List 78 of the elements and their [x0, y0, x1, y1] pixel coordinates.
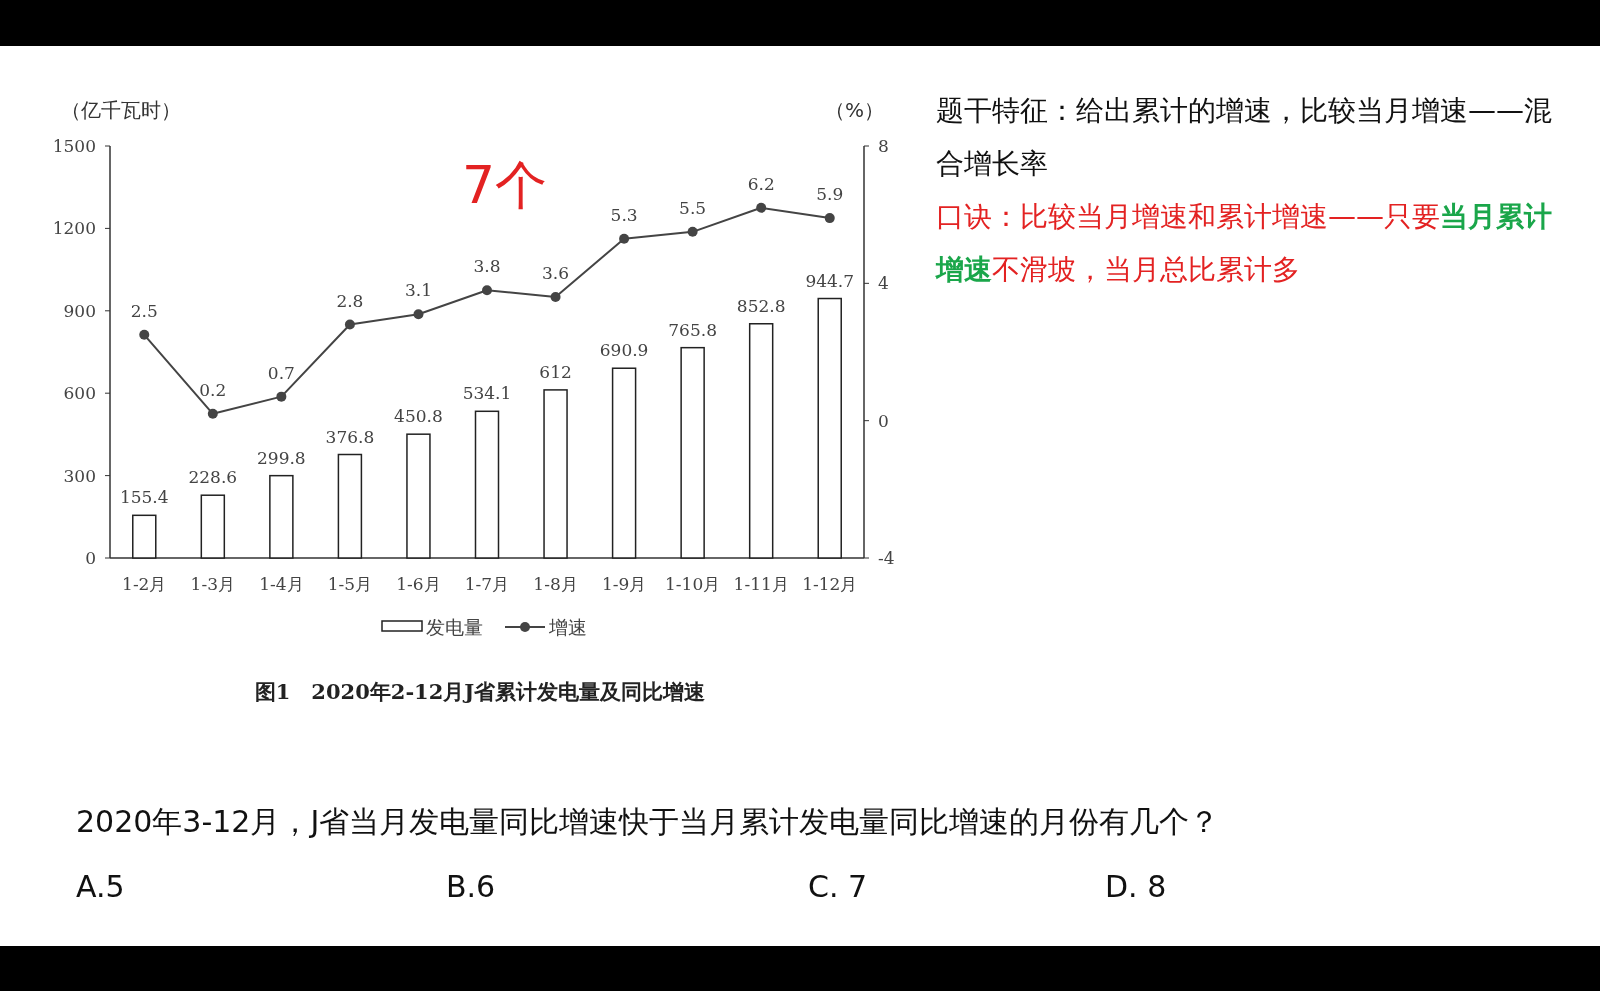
data-label: 852.8	[736, 295, 786, 316]
bar	[406, 433, 431, 559]
data-label: 6.2	[747, 173, 775, 194]
point	[687, 226, 698, 237]
bar	[817, 297, 842, 559]
data-label: 765.8	[668, 319, 717, 340]
data-label: 376.8	[325, 426, 375, 447]
point	[413, 309, 424, 320]
data-label: 3.6	[542, 263, 570, 284]
text: 口诀：比较当月增速和累计增速——只要当月累计增速不滑坡，当月总比累计多	[936, 200, 1552, 287]
point	[824, 213, 835, 224]
bar	[337, 453, 363, 559]
y2-tick-label: 8	[878, 136, 889, 156]
bar	[543, 389, 568, 559]
data-label: 2.8	[336, 290, 364, 311]
data-label: 5.3	[610, 204, 638, 225]
text: 2020年3-12月，J省当月发电量同比增速快于当月累计发电量同比增速的月份有几个？	[76, 804, 1220, 839]
x-tick-label: 1-10月	[665, 574, 721, 594]
data-label: 0.2	[199, 379, 227, 400]
x-tick-label: 1-9月	[601, 574, 647, 594]
data-label: 5.5	[679, 197, 707, 218]
legend-label: 增速	[548, 616, 587, 638]
data-label: 299.8	[257, 447, 306, 468]
x-tick-label: 1-8月	[533, 574, 578, 594]
x-tick-label: 1-7月	[464, 574, 510, 594]
point	[550, 292, 561, 303]
data-label: 534.1	[462, 383, 512, 404]
text: C. 7	[808, 869, 868, 904]
bar	[474, 410, 500, 559]
x-tick-label: 1-3月	[190, 574, 236, 594]
bar	[269, 474, 294, 559]
data-label: 3.8	[473, 256, 501, 277]
annotation: 7个	[462, 155, 548, 215]
text: D. 8	[1105, 869, 1167, 904]
data-label: 944.7	[805, 270, 855, 291]
bar	[132, 514, 157, 559]
data-label: 155.4	[119, 487, 169, 508]
point	[344, 319, 355, 330]
bar	[748, 323, 774, 559]
x-tick-label: 1-6月	[396, 574, 441, 594]
point	[619, 233, 630, 244]
text: A.5	[76, 869, 125, 904]
data-label: 2.5	[130, 300, 158, 321]
y-tick-label: 900	[63, 300, 96, 321]
data-label: 612	[539, 361, 572, 382]
data-label: 0.7	[267, 362, 295, 383]
y-tick-label: 0	[85, 548, 96, 568]
bar	[680, 346, 705, 559]
legend-label: 发电量	[426, 616, 483, 638]
text: 图1 2020年2-12月J省累计发电量及同比增速	[254, 679, 706, 704]
point	[482, 285, 492, 296]
x-tick-label: 1-4月	[259, 574, 304, 594]
data-label: 450.8	[394, 406, 443, 427]
x-tick-label: 1-11月	[733, 574, 789, 594]
y-tick-label: 1200	[52, 218, 96, 239]
x-tick-label: 1-5月	[327, 574, 373, 594]
y-axis-title: （亿千瓦时）	[61, 98, 181, 122]
y2-tick-label: -4	[878, 548, 895, 568]
text: 题干特征：给出累计的增速，比较当月增速——混合增长率	[936, 94, 1552, 181]
point	[207, 408, 218, 419]
x-tick-label: 1-12月	[802, 574, 858, 594]
y2-tick-label: 4	[878, 273, 889, 294]
y-tick-label: 1500	[52, 136, 96, 156]
point	[756, 202, 767, 213]
data-label: 3.1	[404, 280, 432, 301]
point	[139, 329, 150, 340]
data-label: 228.6	[188, 467, 238, 488]
y-tick-label: 600	[63, 383, 96, 404]
data-label: 690.9	[599, 340, 649, 361]
bar	[611, 367, 637, 559]
text: B.6	[446, 869, 496, 904]
point	[276, 391, 287, 402]
y2-tick-label: 0	[878, 410, 889, 431]
x-tick-label: 1-2月	[122, 574, 167, 594]
y2-axis-title: （%）	[824, 98, 884, 122]
bar	[200, 494, 226, 559]
y-tick-label: 300	[63, 465, 96, 486]
data-label: 5.9	[816, 184, 844, 205]
